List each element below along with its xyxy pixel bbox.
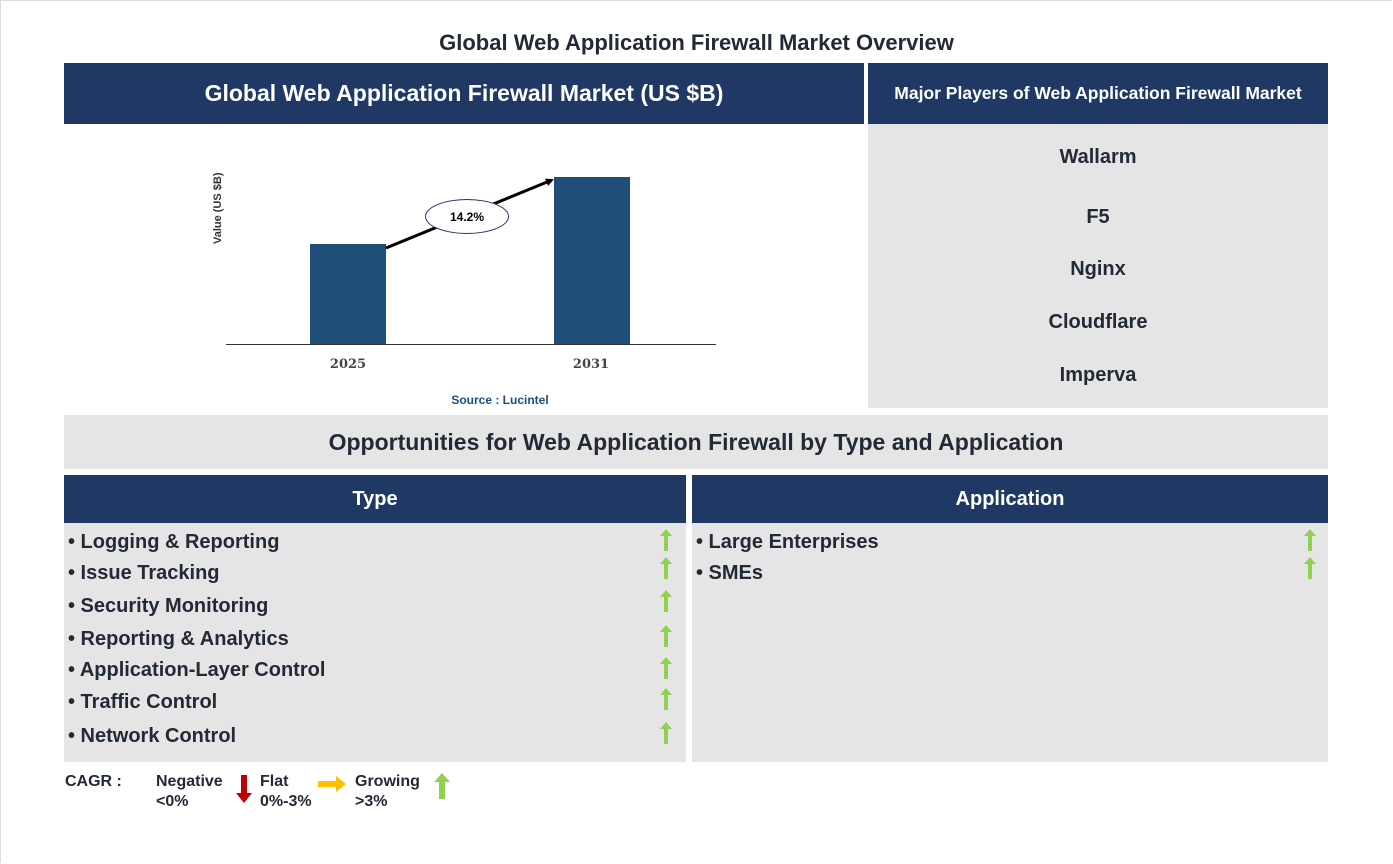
type-list: • Logging & Reporting • Issue Tracking •…	[64, 523, 686, 762]
player-item: Nginx	[1070, 258, 1126, 280]
players-panel-header: Major Players of Web Application Firewal…	[868, 63, 1328, 124]
down-arrow-icon	[236, 775, 252, 803]
player-item: Cloudflare	[1048, 311, 1148, 333]
page-title: Global Web Application Firewall Market O…	[439, 30, 954, 55]
list-item: • Network Control	[68, 725, 237, 747]
up-arrow-icon	[660, 529, 672, 551]
players-list: Wallarm F5 Nginx Cloudflare Imperva	[868, 124, 1328, 408]
up-arrow-icon	[1304, 529, 1316, 551]
application-column-header: Application	[692, 475, 1328, 523]
up-arrow-icon	[660, 722, 672, 744]
source-label: Source : Lucintel	[451, 393, 549, 407]
type-column-header: Type	[64, 475, 686, 523]
list-item: • Security Monitoring	[68, 595, 269, 617]
up-arrow-icon	[434, 773, 450, 799]
bar-2031	[554, 177, 630, 344]
up-arrow-icon	[660, 657, 672, 679]
list-item: • Traffic Control	[68, 691, 218, 713]
market-bar-chart: Value (US $B) 2025 2031 14.2% Source : L…	[64, 124, 864, 412]
cagr-arrow-icon	[385, 178, 554, 250]
list-item: • Logging & Reporting	[68, 531, 280, 553]
list-item: • Reporting & Analytics	[68, 628, 289, 650]
bar-2025	[310, 244, 386, 344]
legend-negative-range: <0%	[156, 793, 189, 810]
up-arrow-icon	[660, 590, 672, 612]
cagr-bubble: 14.2%	[425, 199, 509, 234]
market-panel-header: Global Web Application Firewall Market (…	[64, 63, 864, 124]
legend-negative-label: Negative	[156, 773, 223, 790]
list-item: • Issue Tracking	[68, 562, 220, 584]
up-arrow-icon	[660, 625, 672, 647]
opportunities-title: Opportunities for Web Application Firewa…	[64, 415, 1328, 469]
legend-growing-range: >3%	[355, 793, 388, 810]
up-arrow-icon	[660, 557, 672, 579]
up-arrow-icon	[660, 688, 672, 710]
legend-growing-label: Growing	[355, 773, 420, 790]
cagr-legend-label: CAGR :	[65, 773, 122, 790]
x-tick-2025: 2025	[329, 357, 367, 372]
player-item: Wallarm	[1059, 146, 1137, 168]
legend-flat-range: 0%-3%	[260, 793, 312, 810]
right-arrow-icon	[318, 776, 346, 792]
list-item: • Large Enterprises	[696, 531, 879, 553]
application-list: • Large Enterprises • SMEs	[692, 523, 1328, 762]
list-item: • Application-Layer Control	[68, 659, 326, 681]
list-item: • SMEs	[696, 562, 764, 584]
player-item: F5	[1086, 206, 1110, 228]
x-tick-2031: 2031	[572, 357, 610, 372]
legend-flat-label: Flat	[260, 773, 289, 790]
x-axis-line	[226, 344, 716, 345]
legend-growing: Growing >3%	[355, 772, 420, 812]
player-item: Imperva	[1059, 364, 1137, 386]
legend-negative: Negative <0%	[156, 772, 223, 812]
legend-flat: Flat 0%-3%	[260, 772, 312, 812]
up-arrow-icon	[1304, 557, 1316, 579]
